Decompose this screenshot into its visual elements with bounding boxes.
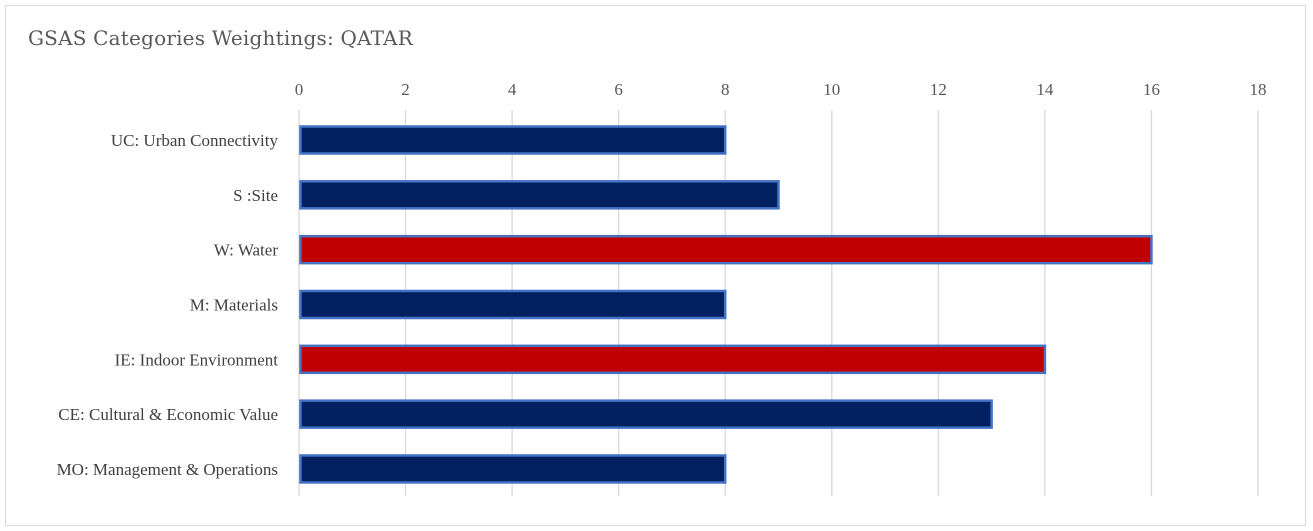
chart-frame xyxy=(5,5,1306,526)
category-label: MO: Management & Operations xyxy=(57,460,278,479)
category-label: IE: Indoor Environment xyxy=(115,350,279,369)
x-tick-label-8: 8 xyxy=(721,80,730,99)
bar xyxy=(299,125,727,155)
chart-title: GSAS Categories Weightings: QATAR xyxy=(28,26,413,50)
category-label: CE: Cultural & Economic Value xyxy=(58,405,278,424)
x-tick-label-0: 0 xyxy=(295,80,304,99)
bar xyxy=(299,234,1153,265)
x-tick-label-14: 14 xyxy=(1036,80,1054,99)
x-tick-label-2: 2 xyxy=(401,80,410,99)
category-label: M: Materials xyxy=(190,295,278,314)
category-label: S :Site xyxy=(233,186,278,205)
bar xyxy=(299,289,727,320)
x-tick-label-10: 10 xyxy=(823,80,840,99)
x-tick-label-6: 6 xyxy=(614,80,623,99)
x-tick-label-16: 16 xyxy=(1143,80,1160,99)
x-tick-label-18: 18 xyxy=(1250,80,1267,99)
bar xyxy=(299,399,993,429)
category-labels: UC: Urban Connectivity S :Site W: Water M: … xyxy=(57,131,279,479)
bar xyxy=(299,454,727,484)
category-label: W: Water xyxy=(214,241,279,260)
category-label: UC: Urban Connectivity xyxy=(111,131,279,150)
bars xyxy=(299,125,1153,484)
x-tick-label-12: 12 xyxy=(930,80,947,99)
bar xyxy=(299,344,1047,375)
x-tick-label-4: 4 xyxy=(508,80,517,99)
bar xyxy=(299,180,780,210)
x-axis-tick-labels: 0 2 4 6 8 10 12 14 16 18 xyxy=(295,80,1267,99)
